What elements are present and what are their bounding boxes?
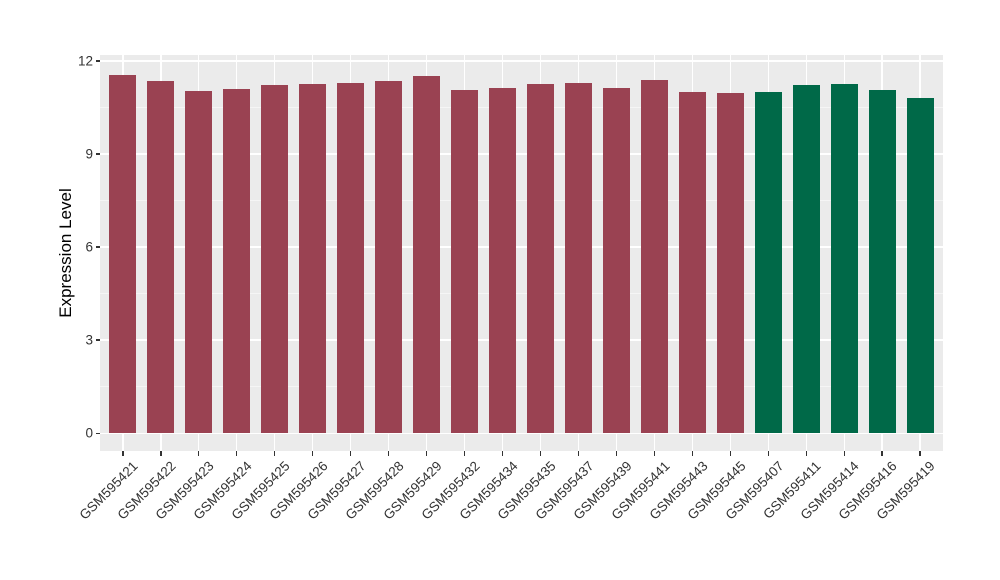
y-tick-mark <box>96 153 100 155</box>
bar-GSM595422 <box>147 81 175 434</box>
bar-GSM595445 <box>717 92 744 434</box>
x-tick-mark <box>160 451 162 456</box>
gridline-minor <box>100 293 943 295</box>
bar-GSM595419 <box>906 97 934 434</box>
y-tick-label: 6 <box>85 239 93 255</box>
y-tick-label: 0 <box>85 425 93 441</box>
x-tick-mark <box>311 451 314 456</box>
y-tick-label: 3 <box>85 332 93 348</box>
x-tick-mark <box>919 451 921 456</box>
x-tick-mark <box>539 451 542 456</box>
bar-GSM595416 <box>868 90 896 434</box>
gridline-major <box>100 60 943 62</box>
x-tick-mark <box>197 451 200 456</box>
bar-GSM595424 <box>223 88 250 434</box>
bar-GSM595432 <box>451 90 478 434</box>
x-tick-mark <box>767 451 770 456</box>
bar-GSM595421 <box>109 75 137 434</box>
gridline-minor <box>100 386 943 388</box>
y-tick-mark <box>96 246 100 248</box>
bar-GSM595423 <box>185 90 213 434</box>
x-tick-mark <box>235 451 238 456</box>
x-tick-mark <box>387 451 390 456</box>
x-tick-mark <box>577 451 580 456</box>
bar-GSM595425 <box>261 84 288 434</box>
y-tick-label: 9 <box>85 146 93 162</box>
gridline-minor <box>100 200 943 202</box>
x-tick-mark <box>691 451 694 456</box>
bar-GSM595437 <box>565 82 592 434</box>
bar-GSM595435 <box>527 84 554 434</box>
y-tick-mark <box>96 432 100 435</box>
x-tick-mark <box>805 451 808 456</box>
x-tick-mark <box>273 451 276 456</box>
x-tick-mark <box>653 451 656 456</box>
gridline-major <box>100 339 943 341</box>
plot-panel <box>100 55 943 451</box>
x-tick-mark <box>501 451 504 456</box>
bar-GSM595429 <box>413 75 440 434</box>
bar-GSM595411 <box>793 84 820 434</box>
gridline-major <box>100 153 943 155</box>
gridline-major <box>100 432 943 435</box>
bar-GSM595443 <box>679 91 706 434</box>
x-tick-mark <box>729 451 732 456</box>
bar-GSM595407 <box>755 92 782 434</box>
x-tick-mark <box>349 451 352 456</box>
gridline-minor <box>100 106 943 108</box>
bar-GSM595426 <box>299 83 326 434</box>
x-tick-mark <box>463 451 466 456</box>
bar-GSM595414 <box>830 84 858 434</box>
y-tick-label: 12 <box>77 53 93 69</box>
bar-GSM595441 <box>641 80 668 434</box>
x-tick-mark <box>881 451 883 456</box>
bar-GSM595434 <box>489 87 516 434</box>
bar-GSM595439 <box>603 87 630 434</box>
y-tick-mark <box>96 339 100 341</box>
y-axis-title: Expression Level <box>56 188 75 318</box>
x-tick-mark <box>843 451 846 456</box>
x-tick-mark <box>122 451 124 456</box>
x-tick-mark <box>425 451 428 456</box>
gridline-major <box>100 246 943 248</box>
bar-GSM595427 <box>337 82 364 434</box>
x-tick-mark <box>615 451 618 456</box>
y-tick-mark <box>96 60 100 62</box>
bar-GSM595428 <box>375 80 402 434</box>
